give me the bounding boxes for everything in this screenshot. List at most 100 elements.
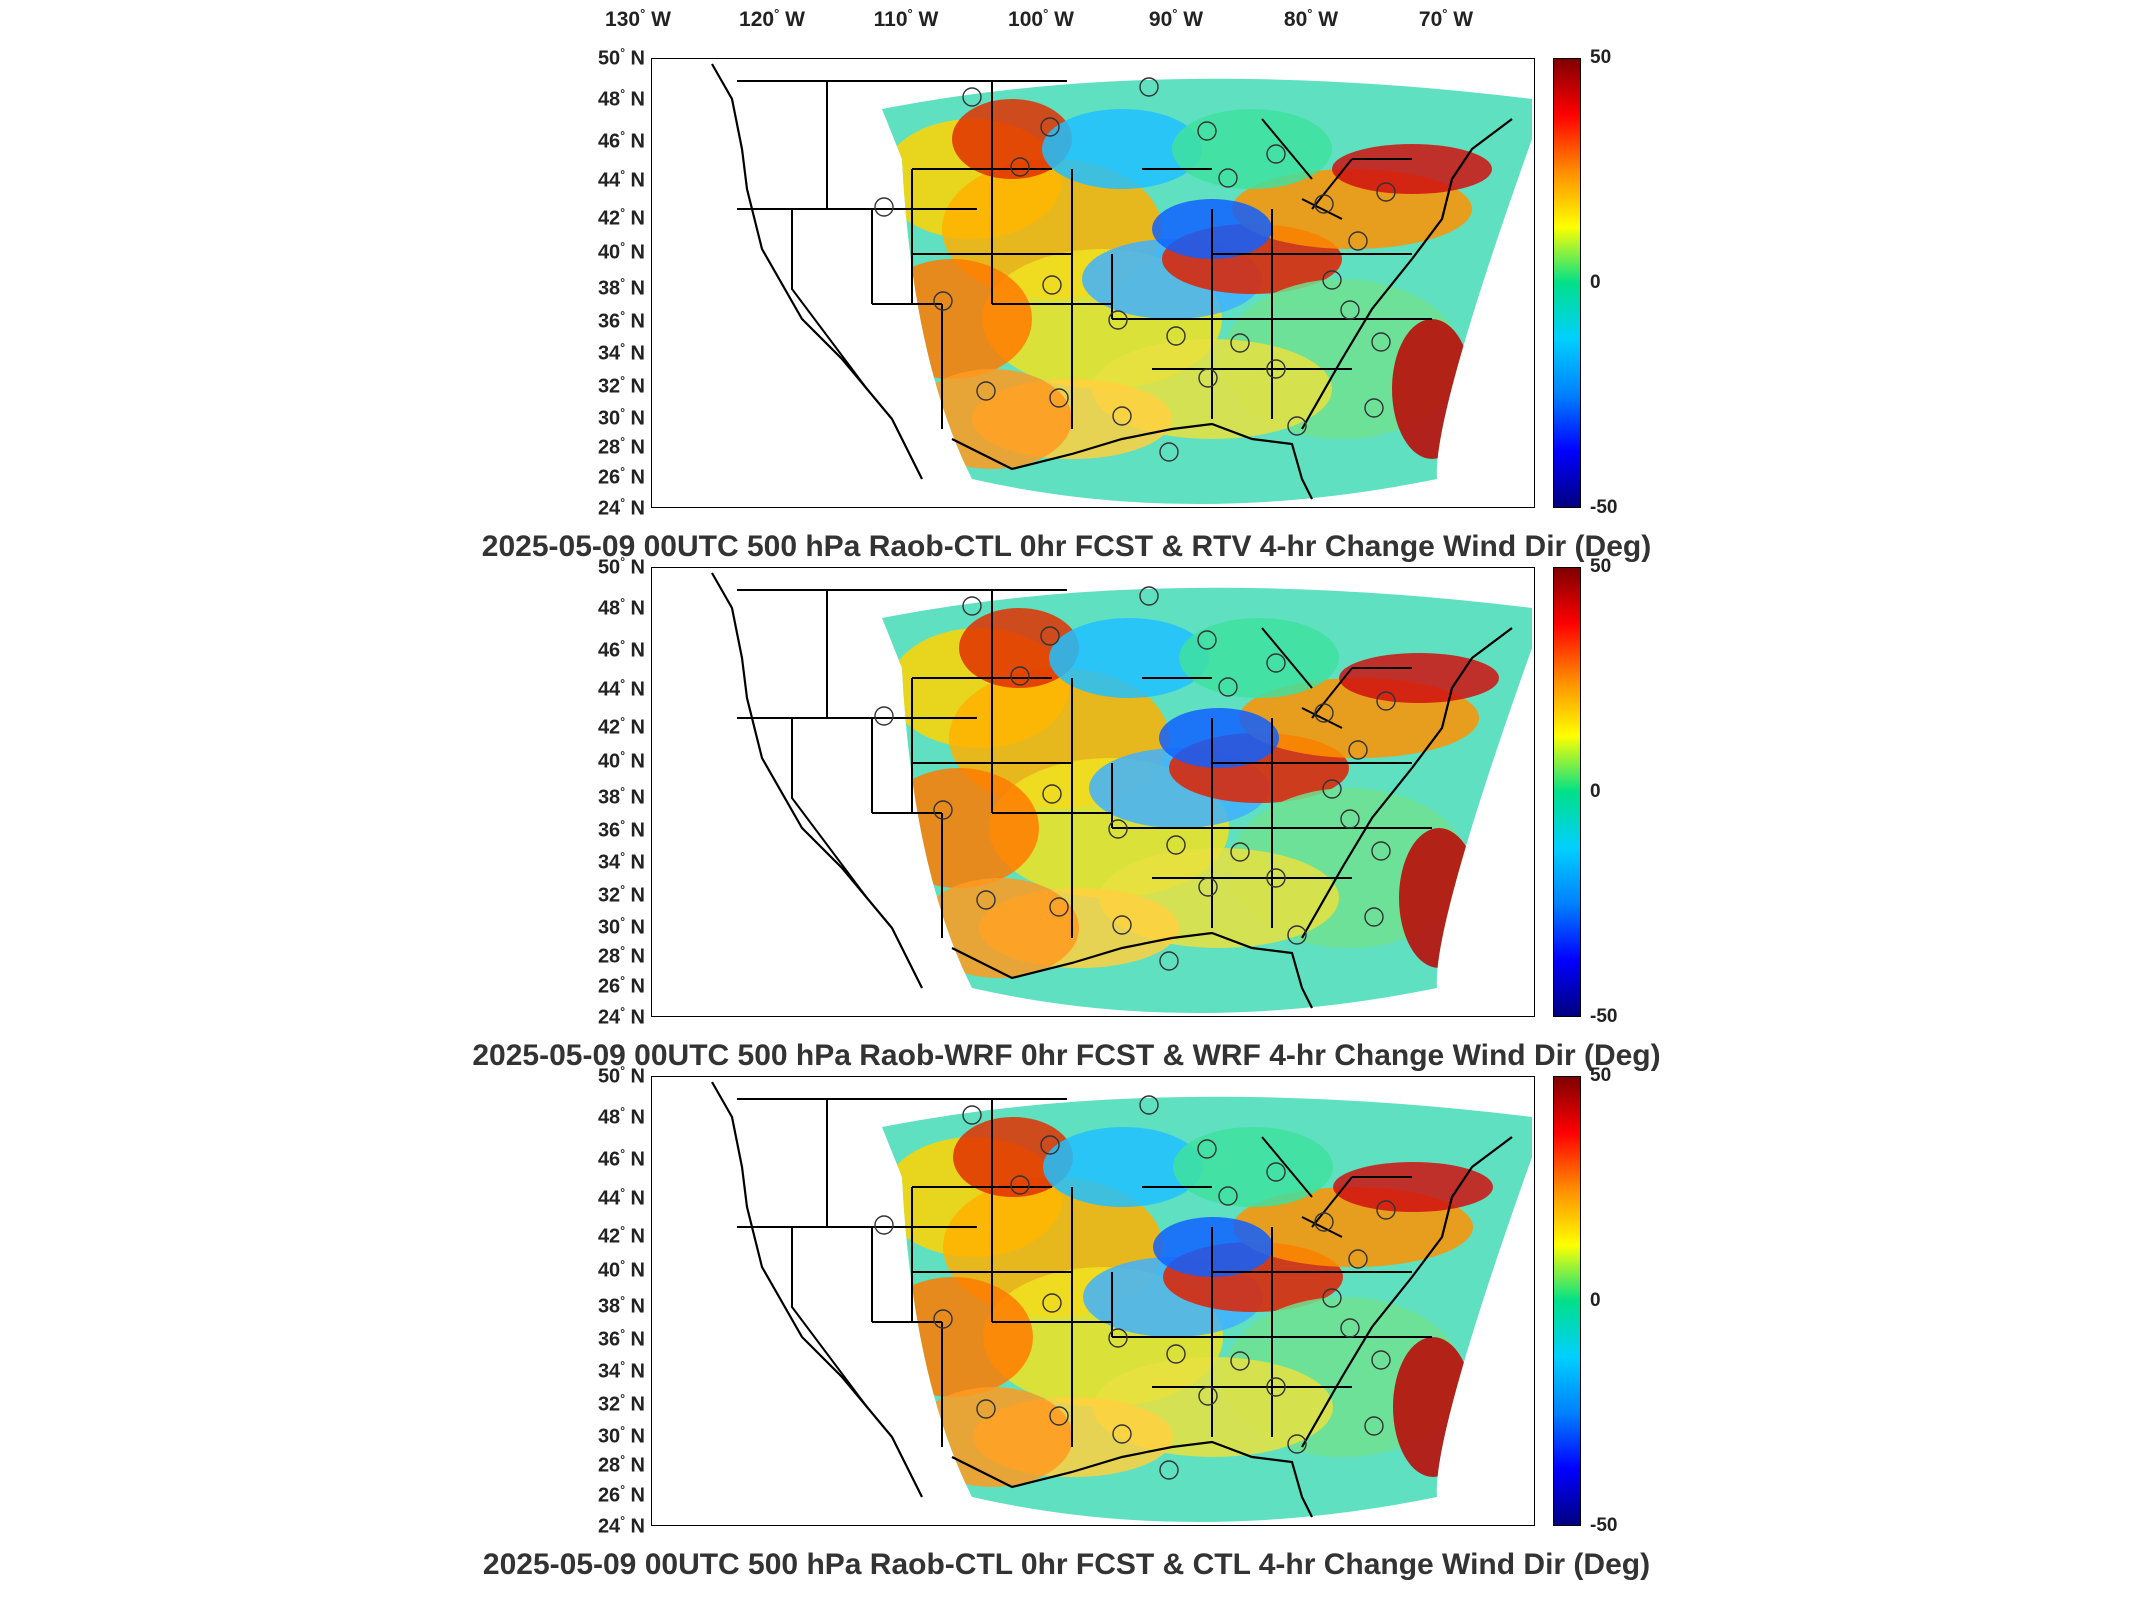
field-region	[1339, 653, 1499, 703]
station-marker	[1108, 310, 1128, 330]
latitude-label: 42° N	[597, 205, 645, 230]
station-marker	[1218, 1186, 1238, 1206]
longitude-label: 130° W	[605, 6, 671, 31]
latitude-label: 44° N	[597, 167, 645, 191]
latitude-label: 50° N	[597, 554, 645, 579]
longitude-label: 110° W	[873, 6, 939, 31]
station-marker	[1010, 666, 1030, 686]
station-marker	[1364, 907, 1384, 927]
colorbar-tick-label: 0	[1590, 272, 1601, 293]
longitude-label: 90° W	[1148, 6, 1204, 31]
wind-direction-field	[882, 587, 1532, 1013]
latitude-axis-labels: 50° N 48° N 46° N 44° N 42° N 40° N 38° N 36° N…	[560, 555, 645, 1029]
station-marker	[933, 1309, 953, 1329]
panel-title: 2025-05-09 00UTC 500 hPa Raob-CTL 0hr FC…	[482, 1548, 1651, 1581]
station-marker	[1112, 1424, 1132, 1444]
field-region	[1179, 618, 1339, 698]
station-marker	[1364, 1416, 1384, 1436]
latitude-label: 44° N	[597, 1185, 645, 1209]
field-region	[1332, 144, 1492, 194]
field-region	[882, 768, 1039, 888]
station-marker	[1348, 1249, 1368, 1269]
coastline	[711, 63, 1513, 500]
latitude-label: 42° N	[597, 714, 645, 739]
station-marker	[1266, 359, 1286, 379]
latitude-label: 28° N	[597, 1452, 645, 1477]
field-region	[953, 1117, 1073, 1197]
latitude-axis-labels: 50° N 48° N 46° N 44° N 42° N 40° N 38° N 36° N…	[560, 1064, 645, 1538]
station-marker	[933, 800, 953, 820]
station-marker	[1230, 842, 1250, 862]
field-region	[882, 259, 1032, 379]
station-marker	[1112, 915, 1132, 935]
station-marker	[1287, 925, 1307, 945]
station-marker	[1198, 368, 1218, 388]
station-marker	[1364, 398, 1384, 418]
state-borders	[737, 589, 1432, 938]
latitude-label: 28° N	[597, 434, 645, 459]
station-marker	[1166, 1344, 1186, 1364]
field-region	[1159, 708, 1279, 768]
colorbar	[1553, 1076, 1581, 1526]
station-marker	[1230, 333, 1250, 353]
field-region	[919, 878, 1079, 978]
latitude-label: 46° N	[597, 128, 645, 153]
colorbar	[1553, 58, 1581, 508]
station-marker	[1218, 168, 1238, 188]
panel-title: 2025-05-09 00UTC 500 hPa Raob-WRF 0hr FC…	[472, 1039, 1661, 1072]
colorbar-tick-label: 50	[1590, 1065, 1612, 1086]
latitude-label: 32° N	[597, 1391, 645, 1415]
station-marker	[1340, 1318, 1360, 1338]
field-region	[1333, 1162, 1493, 1212]
field-region	[1172, 109, 1332, 189]
station-marker	[1266, 144, 1286, 164]
station-marker	[1010, 1175, 1030, 1195]
latitude-label: 30° N	[597, 405, 645, 430]
state-borders	[737, 1098, 1432, 1447]
station-marker	[1230, 1351, 1250, 1371]
station-marker	[1166, 326, 1186, 346]
latitude-axis-labels: 50° N 48° N 46° N 44° N 42° N 40° N 38° N 36° N…	[560, 46, 645, 520]
field-region	[1173, 1127, 1333, 1207]
latitude-label: 40° N	[597, 239, 645, 263]
station-marker	[1040, 626, 1060, 646]
station-marker	[976, 890, 996, 910]
station-marker	[1108, 819, 1128, 839]
station-marker	[962, 1105, 982, 1125]
wind-direction-field	[882, 78, 1532, 504]
latitude-label: 40° N	[597, 1257, 645, 1281]
map-panel: 50° N 48° N 46° N 44° N 42° N 40° N 38° N 36° N…	[0, 555, 2133, 1077]
map-canvas	[711, 572, 1532, 1013]
latitude-label: 50° N	[597, 45, 645, 70]
latitude-label: 38° N	[597, 784, 645, 808]
map-frame	[651, 1076, 1535, 1526]
station-marker	[1042, 275, 1062, 295]
longitude-label: 70° W	[1418, 6, 1474, 31]
station-marker	[1322, 270, 1342, 290]
station-marker	[1314, 1212, 1334, 1232]
longitude-axis-labels: 130° W 120° W 110° W 100° W 90° W 80° W 70° W	[0, 0, 2133, 40]
latitude-label: 48° N	[597, 86, 645, 110]
latitude-label: 36° N	[597, 1326, 645, 1351]
station-marker	[1266, 868, 1286, 888]
station-marker	[1042, 784, 1062, 804]
map-frame	[651, 567, 1535, 1017]
station-marker	[1197, 630, 1217, 650]
station-marker	[1112, 406, 1132, 426]
map-canvas	[711, 1081, 1532, 1522]
latitude-label: 26° N	[597, 973, 645, 997]
station-marker	[1266, 653, 1286, 673]
latitude-label: 42° N	[597, 1223, 645, 1248]
longitude-label: 80° W	[1283, 6, 1339, 31]
station-marker	[962, 596, 982, 616]
station-marker	[874, 1215, 894, 1235]
station-marker	[1266, 1377, 1286, 1397]
latitude-label: 38° N	[597, 1293, 645, 1317]
station-marker	[1197, 1139, 1217, 1159]
station-marker	[1371, 1350, 1391, 1370]
latitude-label: 34° N	[597, 1358, 645, 1383]
station-marker	[1376, 1200, 1396, 1220]
longitude-label: 120° W	[739, 6, 805, 31]
station-marker	[1314, 703, 1334, 723]
latitude-label: 36° N	[597, 817, 645, 842]
